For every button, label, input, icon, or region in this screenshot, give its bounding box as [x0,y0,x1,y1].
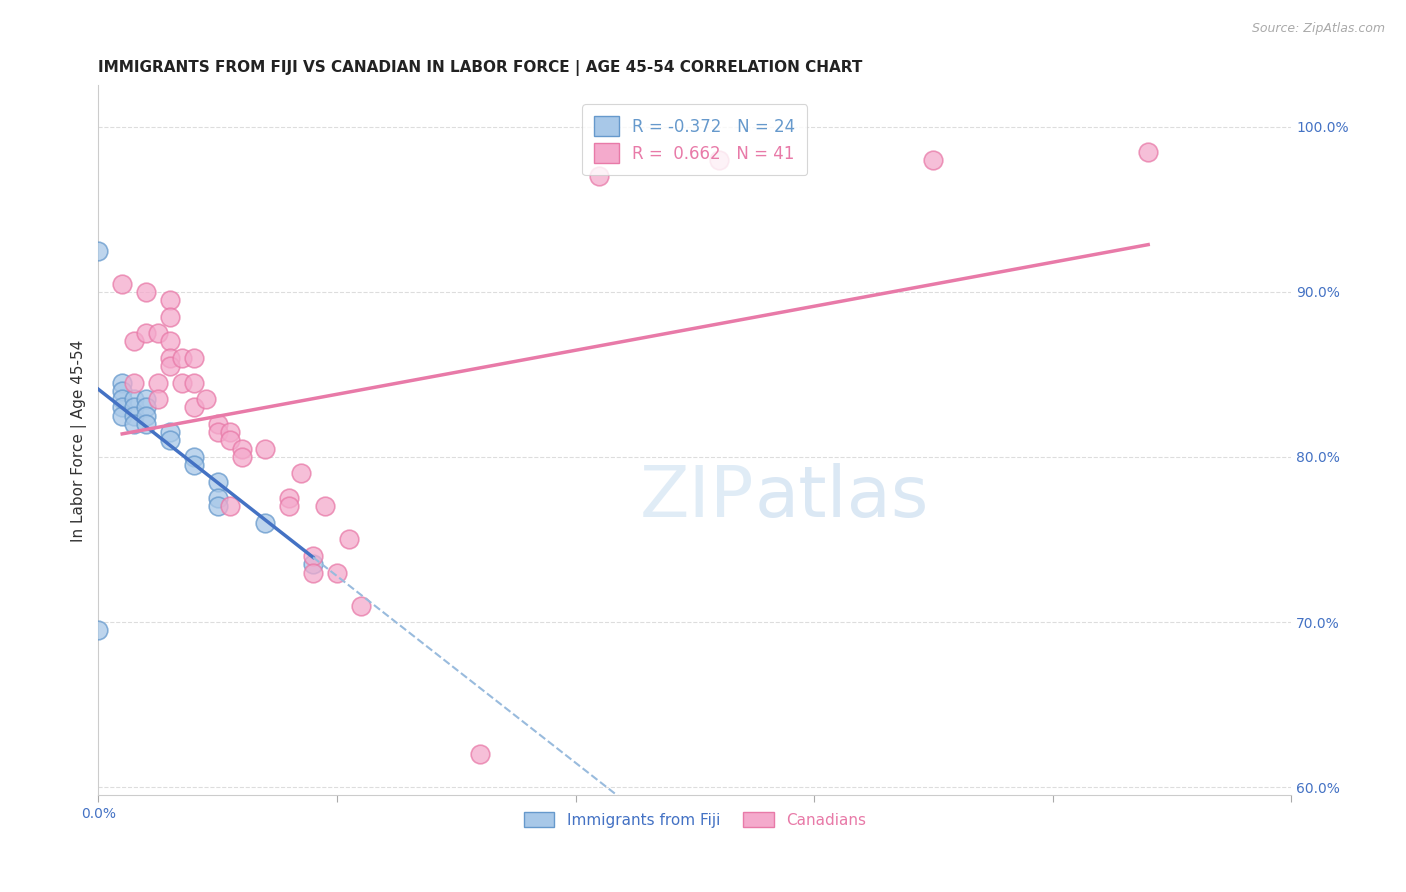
Point [111,277,134,291]
Point [1137,145,1160,159]
Point [111,401,134,415]
Point [183,458,205,473]
Point [146,326,169,340]
Point [146,392,169,406]
Text: IMMIGRANTS FROM FIJI VS CANADIAN IN LABOR FORCE | AGE 45-54 CORRELATION CHART: IMMIGRANTS FROM FIJI VS CANADIAN IN LABO… [98,60,863,76]
Point [183,376,205,390]
Legend: Immigrants from Fiji, Canadians: Immigrants from Fiji, Canadians [517,805,872,834]
Point [87,624,110,638]
Point [218,425,240,440]
Point [135,409,157,423]
Point [922,153,945,167]
Point [170,376,193,390]
Point [302,558,325,572]
Point [111,376,134,390]
Point [207,425,229,440]
Point [326,566,349,580]
Point [218,434,240,448]
Point [183,450,205,464]
Point [159,334,181,349]
Point [350,599,373,613]
Point [111,392,134,406]
Point [159,310,181,324]
Point [135,326,157,340]
Point [218,500,240,514]
Point [194,392,217,406]
Point [207,491,229,506]
Point [254,442,277,456]
Point [183,401,205,415]
Point [135,392,157,406]
Point [468,747,491,761]
Text: Source: ZipAtlas.com: Source: ZipAtlas.com [1251,22,1385,36]
Point [588,169,610,184]
Point [254,516,277,530]
Point [159,293,181,307]
Point [302,566,325,580]
Point [231,442,253,456]
Point [170,351,193,365]
Point [337,533,360,547]
Point [159,359,181,373]
Point [231,450,253,464]
Point [159,351,181,365]
Point [111,384,134,398]
Point [135,401,157,415]
Text: ZIP: ZIP [640,463,755,532]
Point [278,491,301,506]
Point [183,351,205,365]
Point [290,467,312,481]
Point [302,549,325,563]
Point [122,376,145,390]
Point [159,434,181,448]
Point [707,153,730,167]
Point [135,285,157,299]
Point [146,376,169,390]
Point [122,401,145,415]
Y-axis label: In Labor Force | Age 45-54: In Labor Force | Age 45-54 [72,339,87,541]
Text: atlas: atlas [755,463,929,532]
Point [135,417,157,431]
Point [314,500,336,514]
Point [122,392,145,406]
Point [278,500,301,514]
Point [87,244,110,258]
Point [207,500,229,514]
Point [207,417,229,431]
Point [207,475,229,489]
Point [122,334,145,349]
Point [122,417,145,431]
Point [159,425,181,440]
Point [111,409,134,423]
Point [122,409,145,423]
